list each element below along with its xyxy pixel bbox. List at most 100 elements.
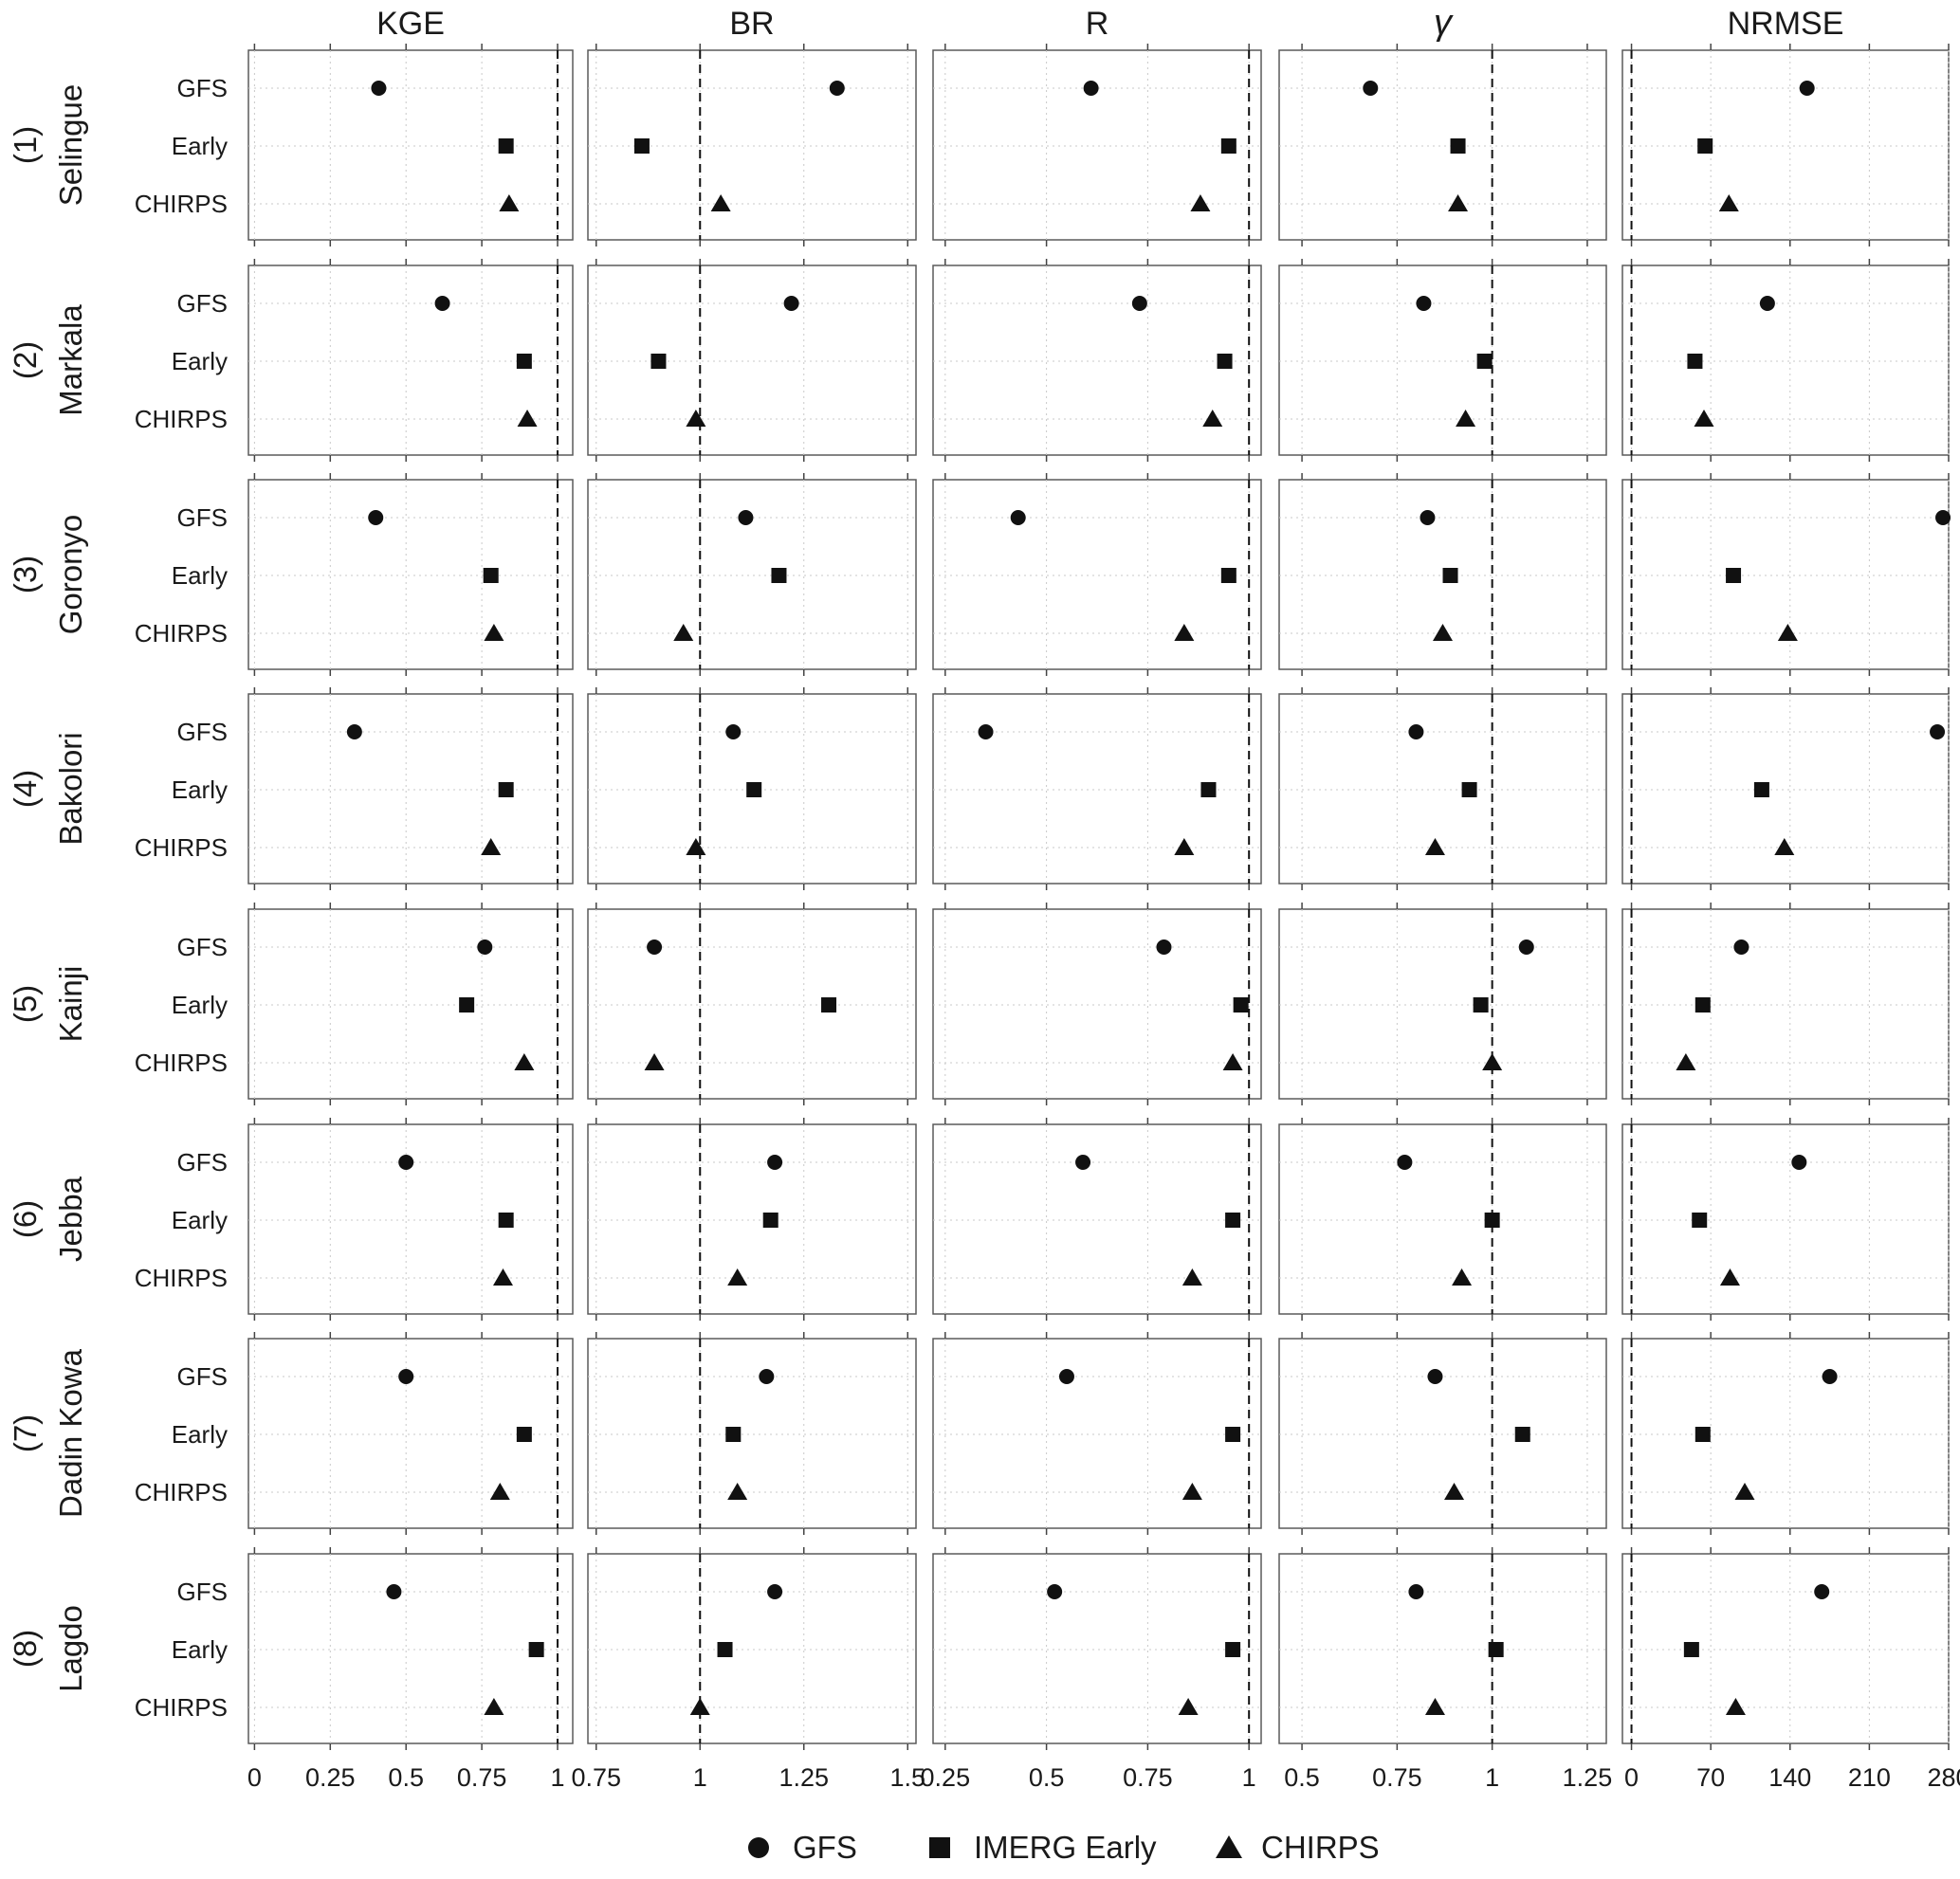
site-name: Selingue xyxy=(53,84,88,206)
point-gfs-br xyxy=(647,940,663,955)
tick-label: 1.25 xyxy=(1563,1763,1613,1792)
panel-frame xyxy=(932,1123,1262,1315)
panel-br xyxy=(587,259,917,462)
row-label-early: Early xyxy=(172,561,228,590)
point-chirps-gamma xyxy=(1424,838,1445,855)
row-label-gfs: GFS xyxy=(177,933,228,961)
metric-header-br: BR xyxy=(729,6,774,42)
point-gfs-gamma xyxy=(1363,81,1379,96)
point-early-br xyxy=(762,1213,779,1228)
panel-kge xyxy=(247,1118,574,1321)
panel-frame xyxy=(1278,49,1607,241)
point-chirps-r xyxy=(1202,410,1223,427)
site-label: (2) Markala xyxy=(8,304,88,416)
point-gfs-nrmse xyxy=(1791,1155,1807,1170)
point-gfs-kge xyxy=(371,81,387,96)
point-gfs-r xyxy=(1058,1369,1074,1384)
point-early-gamma xyxy=(1442,568,1458,583)
point-gfs-nrmse xyxy=(1822,1369,1838,1384)
site-name: Goronyo xyxy=(53,515,88,635)
row-label-gfs: GFS xyxy=(177,1578,228,1606)
point-chirps-kge xyxy=(499,194,520,211)
point-gfs-r xyxy=(1075,1155,1091,1170)
tick-label: 1 xyxy=(551,1763,565,1792)
panel-r xyxy=(932,44,1262,246)
point-early-nrmse xyxy=(1683,1642,1699,1657)
point-gfs-nrmse xyxy=(1930,724,1946,739)
point-chirps-gamma xyxy=(1452,1268,1473,1286)
point-chirps-br xyxy=(710,194,731,211)
point-early-r xyxy=(1233,997,1249,1012)
panel-frame xyxy=(587,1553,917,1744)
point-chirps-kge xyxy=(492,1268,513,1286)
point-gfs-r xyxy=(1047,1584,1063,1599)
panel-kge xyxy=(247,1547,574,1750)
site-label: (1) Selingue xyxy=(8,84,88,206)
tick-label: 0.75 xyxy=(1372,1763,1422,1792)
point-gfs-nrmse xyxy=(1935,510,1951,525)
panel-kge xyxy=(247,687,574,890)
point-chirps-r xyxy=(1178,1698,1199,1715)
site-number: (5) xyxy=(8,985,43,1023)
row-label-chirps: CHIRPS xyxy=(135,190,228,218)
point-gfs-br xyxy=(738,510,754,525)
metric-header-nrmse: NRMSE xyxy=(1728,6,1844,42)
point-gfs-kge xyxy=(368,510,384,525)
point-chirps-kge xyxy=(481,838,502,855)
point-chirps-r xyxy=(1174,624,1195,641)
point-gfs-gamma xyxy=(1416,296,1432,311)
point-chirps-gamma xyxy=(1444,1483,1465,1500)
panel-nrmse xyxy=(1621,903,1950,1105)
site-label: (6) Jebba xyxy=(8,1176,88,1262)
site-name: Dadin Kowa xyxy=(53,1348,88,1518)
point-early-gamma xyxy=(1488,1642,1504,1657)
point-chirps-r xyxy=(1174,838,1195,855)
point-gfs-br xyxy=(767,1155,783,1170)
panel-grid xyxy=(247,44,1951,1750)
legend-marker-gfs xyxy=(748,1837,769,1858)
point-early-gamma xyxy=(1450,138,1466,154)
panel-nrmse xyxy=(1621,259,1950,462)
legend-item-chirps: CHIRPS xyxy=(1216,1830,1380,1865)
row-label-gfs: GFS xyxy=(177,503,228,532)
site-name: Lagdo xyxy=(53,1605,88,1692)
panel-frame xyxy=(1621,908,1950,1100)
panel-frame xyxy=(1621,1553,1950,1744)
panel-gamma xyxy=(1278,259,1607,462)
point-chirps-br xyxy=(727,1483,748,1500)
panel-frame xyxy=(247,1553,574,1744)
point-early-nrmse xyxy=(1697,138,1713,154)
point-chirps-br xyxy=(644,1053,665,1070)
panel-frame xyxy=(1278,265,1607,456)
point-gfs-r xyxy=(1083,81,1099,96)
point-early-gamma xyxy=(1514,1427,1530,1442)
panel-frame xyxy=(1278,908,1607,1100)
panel-br xyxy=(587,1332,917,1535)
panel-frame xyxy=(932,908,1262,1100)
point-early-r xyxy=(1217,354,1233,369)
point-chirps-kge xyxy=(484,624,504,641)
panel-r xyxy=(932,473,1262,676)
panel-br xyxy=(587,687,917,890)
x-axis-gamma: 0.5 0.75 1 1.25 xyxy=(1284,1763,1612,1792)
point-chirps-br xyxy=(727,1268,748,1286)
point-gfs-r xyxy=(978,724,994,739)
panel-nrmse xyxy=(1621,473,1951,676)
panel-frame xyxy=(932,1553,1262,1744)
legend-marker-early xyxy=(929,1837,950,1858)
panel-frame xyxy=(932,49,1262,241)
row-label-gfs: GFS xyxy=(177,718,228,746)
panel-frame xyxy=(1621,1123,1950,1315)
site-number: (4) xyxy=(8,770,43,808)
point-chirps-nrmse xyxy=(1725,1698,1746,1715)
tick-label: 1.5 xyxy=(889,1763,925,1792)
point-chirps-gamma xyxy=(1448,194,1469,211)
legend: GFS IMERG Early CHIRPS xyxy=(748,1830,1380,1865)
point-gfs-kge xyxy=(386,1584,402,1599)
panel-gamma xyxy=(1278,1332,1607,1535)
point-early-nrmse xyxy=(1694,997,1711,1012)
point-chirps-nrmse xyxy=(1734,1483,1755,1500)
site-label: (3) Goronyo xyxy=(8,515,88,635)
point-early-r xyxy=(1225,1213,1241,1228)
